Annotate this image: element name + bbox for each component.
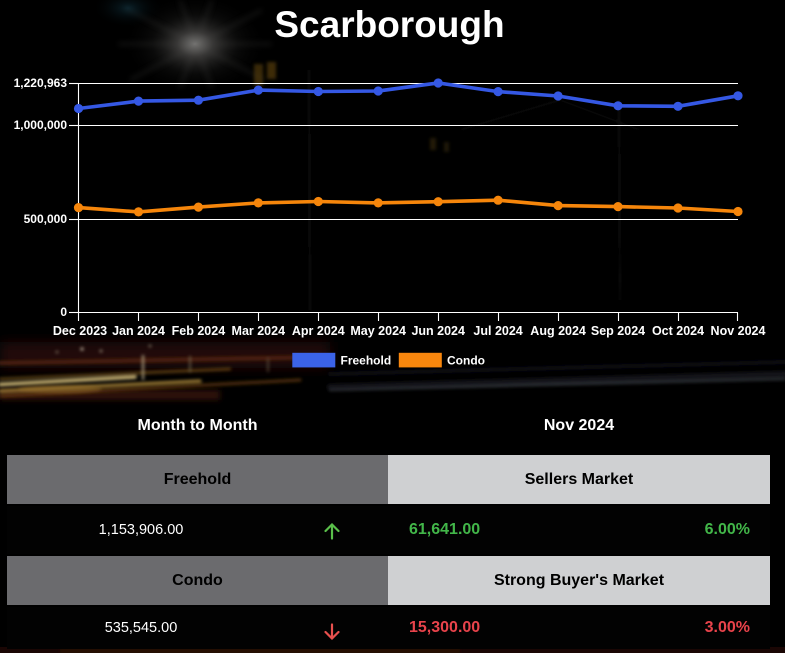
svg-text:May 2024: May 2024	[350, 324, 406, 338]
svg-text:Freehold: Freehold	[341, 354, 392, 368]
svg-text:Jul 2024: Jul 2024	[473, 324, 522, 338]
svg-text:Feb 2024: Feb 2024	[172, 324, 226, 338]
svg-text:Mar 2024: Mar 2024	[232, 324, 286, 338]
svg-text:500,000: 500,000	[24, 212, 68, 226]
svg-text:Aug 2024: Aug 2024	[530, 324, 586, 338]
svg-text:Jan 2024: Jan 2024	[112, 324, 165, 338]
svg-text:Dec 2023: Dec 2023	[53, 324, 107, 338]
svg-text:Jun 2024: Jun 2024	[411, 324, 465, 338]
svg-text:0: 0	[60, 305, 67, 319]
svg-text:1,000,000: 1,000,000	[14, 118, 68, 132]
svg-text:Apr 2024: Apr 2024	[292, 324, 345, 338]
svg-text:Condo: Condo	[447, 354, 485, 368]
svg-text:Oct 2024: Oct 2024	[652, 324, 704, 338]
svg-text:Sep 2024: Sep 2024	[591, 324, 645, 338]
svg-text:1,220,963: 1,220,963	[14, 76, 68, 90]
svg-text:Nov 2024: Nov 2024	[711, 324, 766, 338]
